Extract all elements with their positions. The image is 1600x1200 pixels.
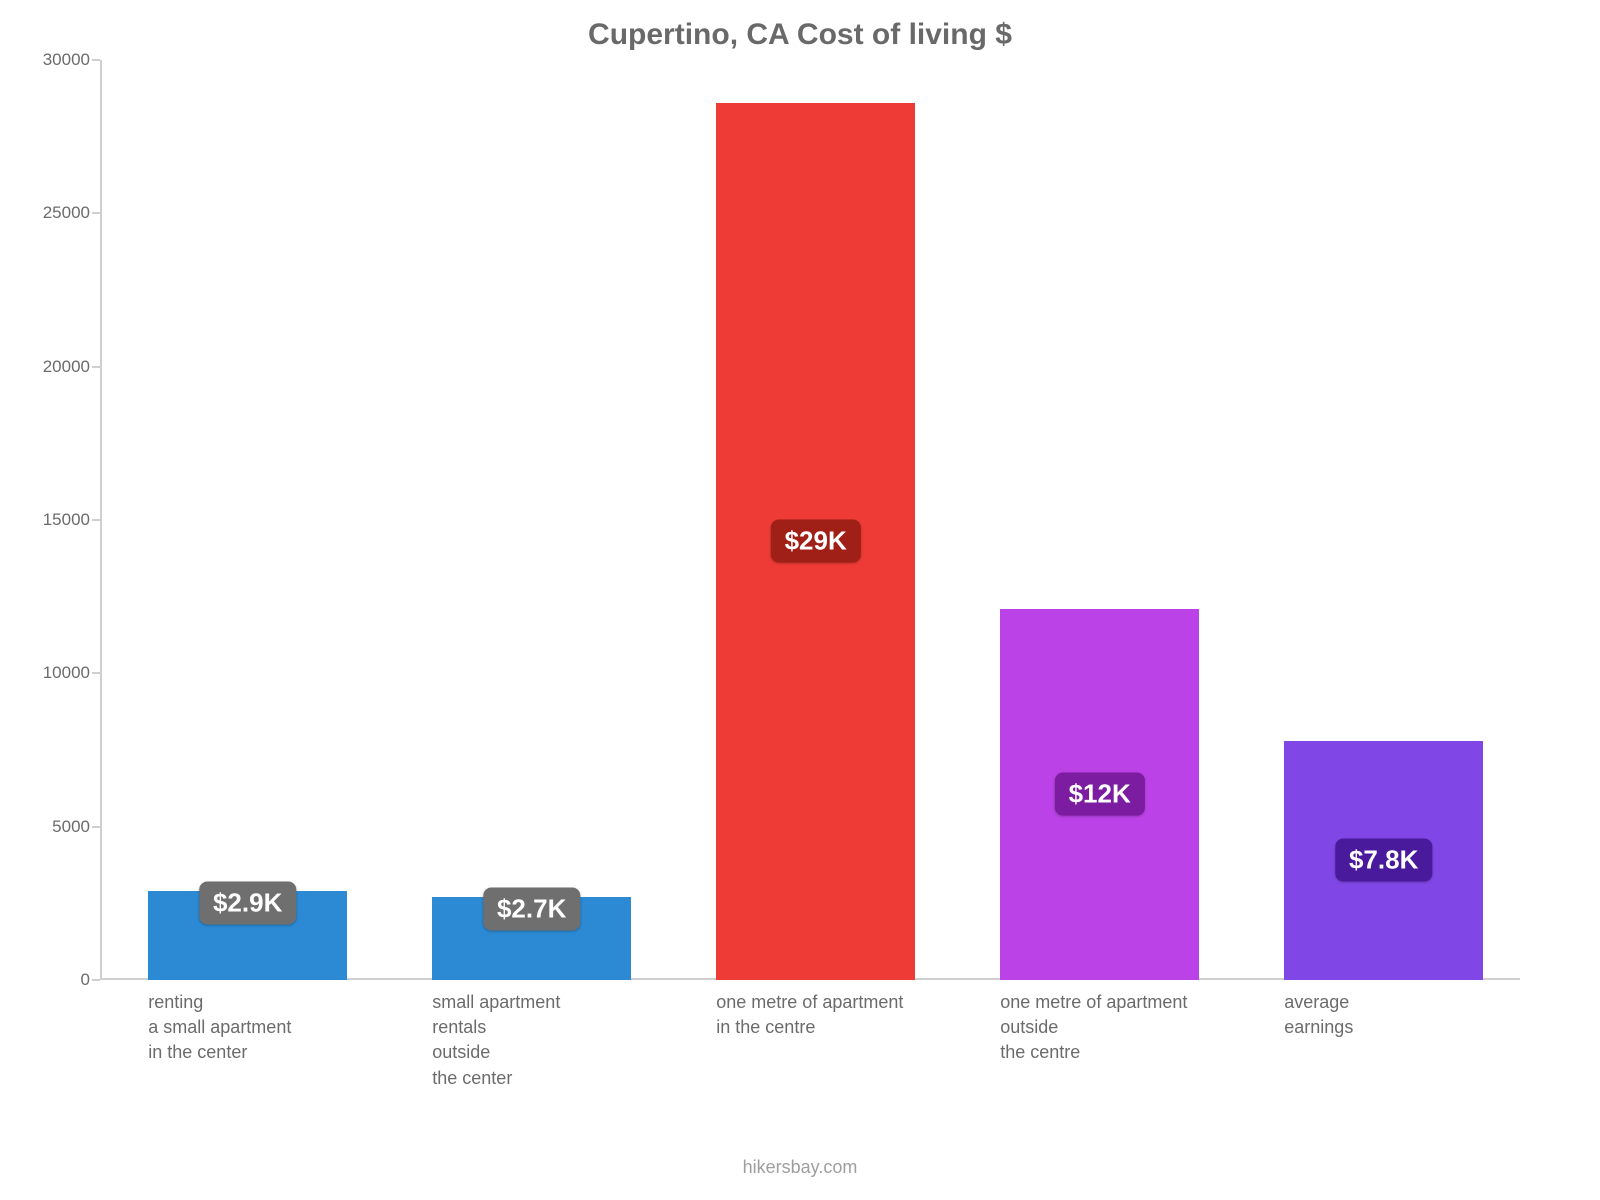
y-tick-label: 15000 — [20, 510, 90, 530]
y-tick-label: 5000 — [20, 817, 90, 837]
y-tick-mark — [92, 366, 100, 368]
y-tick-mark — [92, 979, 100, 981]
y-tick-label: 0 — [20, 970, 90, 990]
y-tick-label: 30000 — [20, 50, 90, 70]
y-tick-label: 10000 — [20, 663, 90, 683]
x-category-label: one metre of apartment in the centre — [716, 990, 955, 1040]
x-category-label: average earnings — [1284, 990, 1523, 1040]
cost-of-living-chart: Cupertino, CA Cost of living $ $2.9K $2.7… — [0, 0, 1600, 1200]
y-tick-mark — [92, 672, 100, 674]
bar-value-label: $7.8K — [1335, 839, 1432, 882]
y-tick-mark — [92, 59, 100, 61]
bar-value-label: $2.9K — [199, 882, 296, 925]
source-attribution: hikersbay.com — [0, 1157, 1600, 1178]
y-tick-label: 25000 — [20, 203, 90, 223]
plot-area: $2.9K$2.7K$29K$12K$7.8K 0500010000150002… — [100, 60, 1520, 980]
y-tick-mark — [92, 519, 100, 521]
y-tick-label: 20000 — [20, 357, 90, 377]
x-category-label: renting a small apartment in the center — [148, 990, 387, 1066]
y-tick-mark — [92, 212, 100, 214]
bar-value-label: $2.7K — [483, 888, 580, 931]
y-tick-mark — [92, 826, 100, 828]
x-category-label: one metre of apartment outside the centr… — [1000, 990, 1239, 1066]
x-category-label: small apartment rentals outside the cent… — [432, 990, 671, 1091]
bar-value-label: $29K — [771, 520, 861, 563]
bar-value-label: $12K — [1055, 773, 1145, 816]
chart-title: Cupertino, CA Cost of living $ — [0, 18, 1600, 52]
bars-container: $2.9K $2.7K $29K $12K $7.8K — [100, 60, 1520, 980]
